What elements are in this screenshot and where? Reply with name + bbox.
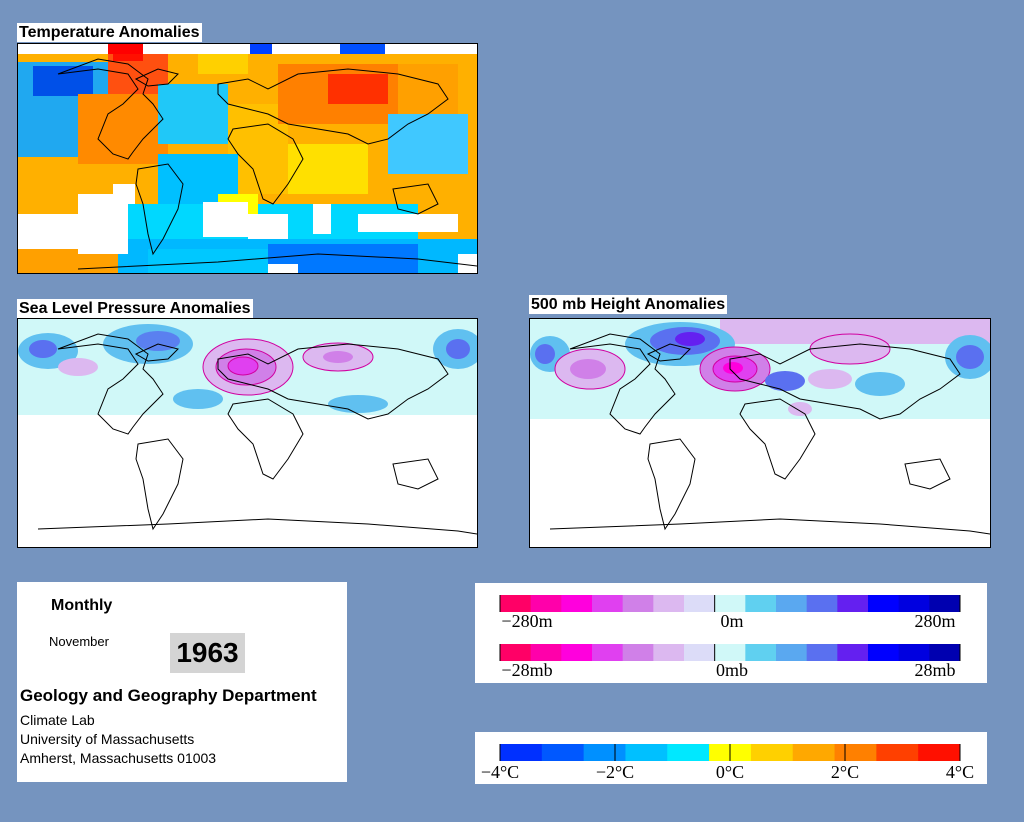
temperature-legend-swatch-7 (792, 744, 836, 761)
temperature-legend-label-p2: 2°C (831, 762, 859, 782)
height-legend-label-min: −280m (501, 611, 552, 631)
height500-map-title: 500 mb Height Anomalies (529, 295, 728, 314)
height-legend-label-zero: 0m (720, 611, 743, 631)
height-legend-swatch-1 (530, 595, 562, 612)
temperature-legend-swatch-2 (583, 744, 626, 761)
pressure-legend-swatch-4 (622, 644, 654, 661)
500mb-height-anomaly-map[interactable] (529, 318, 991, 548)
pressure-legend-swatch-14 (929, 644, 961, 661)
height-legend-swatch-11 (837, 595, 869, 612)
temperature-legend-label-p4: 4°C (946, 762, 974, 782)
temperature-legend-label-0: 0°C (716, 762, 744, 782)
slp-map-title: Sea Level Pressure Anomalies (17, 299, 253, 318)
height-legend-swatch-8 (745, 595, 777, 612)
height-legend-swatch-2 (561, 595, 593, 612)
pressure-legend-swatch-0 (500, 644, 532, 661)
pressure-legend-swatch-5 (653, 644, 685, 661)
height-legend-swatch-5 (653, 595, 685, 612)
height-legend-swatch-0 (500, 595, 532, 612)
temperature-legend-label-m2: −2°C (596, 762, 634, 782)
height-pressure-legend: −280m 0m 280m −28mb 0mb 28mb (475, 583, 987, 683)
pressure-legend-swatch-10 (806, 644, 838, 661)
university-label: University of Massachusetts (20, 731, 195, 747)
sea-level-pressure-anomaly-map[interactable] (17, 318, 478, 548)
pressure-legend-swatch-7 (714, 644, 746, 661)
lab-label: Climate Lab (20, 712, 95, 728)
pressure-legend-swatch-3 (592, 644, 624, 661)
temperature-legend-swatch-1 (541, 744, 585, 761)
temperature-legend: −4°C −2°C 0°C 2°C 4°C (475, 732, 987, 784)
pressure-legend-swatch-1 (530, 644, 562, 661)
info-panel: Monthly November 1963 Geology and Geogra… (17, 582, 347, 782)
temperature-legend-label-m4: −4°C (481, 762, 519, 782)
pressure-legend-swatch-9 (776, 644, 808, 661)
height-legend-swatch-13 (898, 595, 930, 612)
pressure-legend-label-min: −28mb (501, 660, 552, 680)
department-label: Geology and Geography Department (20, 686, 317, 705)
temperature-legend-swatch-8 (834, 744, 877, 761)
pressure-legend-label-zero: 0mb (716, 660, 748, 680)
pressure-legend-swatch-8 (745, 644, 777, 661)
temperature-legend-swatch-3 (625, 744, 668, 761)
height-legend-label-max: 280m (914, 611, 955, 631)
height-legend-colorbar (499, 595, 961, 612)
height-legend-swatch-14 (929, 595, 961, 612)
temperature-anomaly-map[interactable] (17, 43, 478, 274)
height-legend-swatch-3 (592, 595, 624, 612)
pressure-legend-swatch-6 (684, 644, 716, 661)
temperature-legend-swatch-10 (918, 744, 961, 761)
pressure-legend-label-max: 28mb (914, 660, 955, 680)
pressure-legend-swatch-11 (837, 644, 869, 661)
temperature-legend-swatch-6 (750, 744, 794, 761)
pressure-legend-swatch-2 (561, 644, 593, 661)
height-legend-swatch-7 (714, 595, 746, 612)
temperature-legend-swatch-9 (876, 744, 919, 761)
year-label: 1963 (170, 633, 245, 673)
temperature-legend-swatch-0 (500, 744, 543, 761)
address-label: Amherst, Massachusetts 01003 (20, 750, 217, 766)
month-label: November (49, 634, 109, 649)
temperature-legend-colorbar (499, 744, 961, 761)
pressure-legend-swatch-13 (898, 644, 930, 661)
height-legend-swatch-9 (776, 595, 808, 612)
height-legend-swatch-4 (622, 595, 654, 612)
height-legend-swatch-6 (684, 595, 716, 612)
temperature-legend-swatch-4 (667, 744, 710, 761)
pressure-legend-colorbar (499, 644, 961, 661)
pressure-legend-swatch-12 (868, 644, 900, 661)
temperature-map-title: Temperature Anomalies (17, 23, 202, 42)
period-label: Monthly (51, 597, 113, 614)
height-legend-swatch-12 (868, 595, 900, 612)
height-legend-swatch-10 (806, 595, 838, 612)
